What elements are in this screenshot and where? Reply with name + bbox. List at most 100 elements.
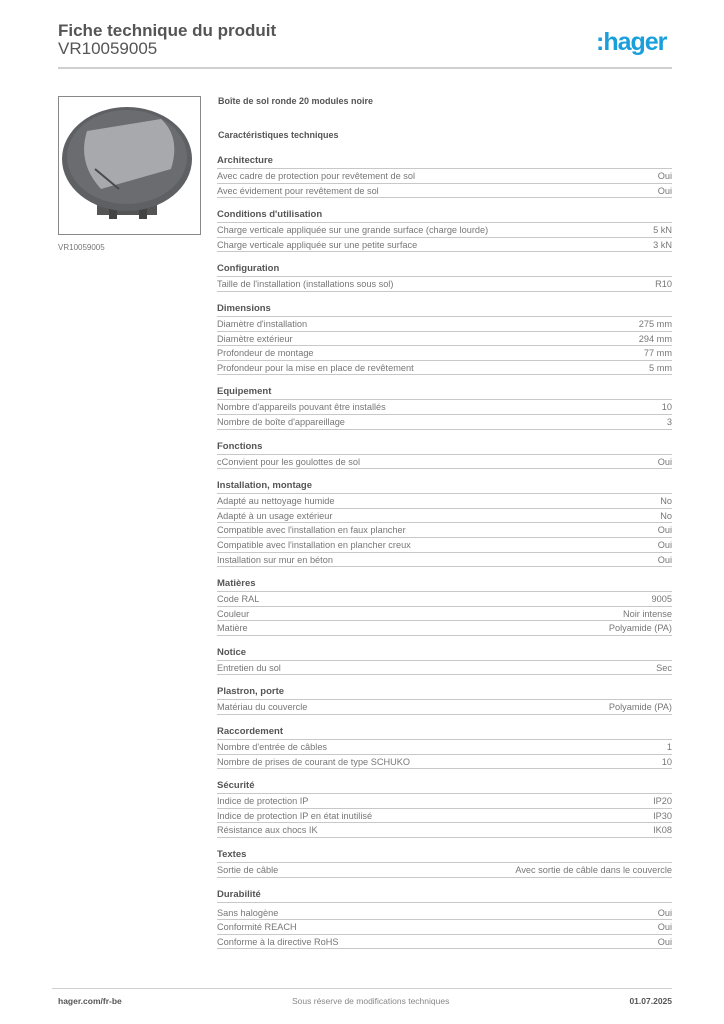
- header-divider: [58, 67, 672, 69]
- spec-label: Nombre de boîte d'appareillage: [217, 416, 345, 427]
- spec-row: Adapté au nettoyage humide No: [217, 494, 672, 509]
- spec-label: Nombre de prises de courant de type SCHU…: [217, 756, 411, 767]
- spec-value: Oui: [657, 185, 672, 196]
- spec-label: cConvient pour les goulottes de sol: [217, 456, 361, 467]
- spec-row: Charge verticale appliquée sur une grand…: [217, 223, 672, 238]
- spec-section: Architecture Avec cadre de protection pou…: [217, 154, 672, 199]
- spec-value: 10: [661, 756, 672, 767]
- spec-value: No: [660, 510, 672, 521]
- spec-label: Résistance aux chocs IK: [217, 825, 318, 836]
- section-heading: Textes: [217, 848, 672, 864]
- section-heading: Dimensions: [217, 302, 672, 317]
- spec-value: Oui: [657, 907, 672, 918]
- floor-box-illustration: [62, 107, 192, 219]
- spec-value: 3 kN: [653, 239, 672, 250]
- spec-label: Conformité REACH: [217, 922, 297, 933]
- spec-row: Diamètre extérieur 294 mm: [217, 332, 672, 347]
- spec-label: Indice de protection IP en état inutilis…: [217, 810, 373, 821]
- spec-label: Entretien du sol: [217, 662, 281, 673]
- spec-value: IK08: [653, 825, 672, 836]
- spec-row: cConvient pour les goulottes de sol Oui: [217, 455, 672, 470]
- footer-disclaimer: Sous réserve de modifications techniques: [292, 996, 450, 1006]
- spec-section: Dimensions Diamètre d'installation 275 mm D…: [217, 302, 672, 376]
- spec-label: Sans halogène: [217, 907, 279, 918]
- spec-row: Compatible avec l'installation en planch…: [217, 538, 672, 553]
- spec-row: Compatible avec l'installation en faux p…: [217, 523, 672, 538]
- spec-value: R10: [655, 279, 672, 290]
- section-heading: Raccordement: [217, 725, 672, 741]
- spec-section: Matières Code RAL 9005 Couleur Noir intense M…: [217, 577, 672, 636]
- spec-value: 9005: [651, 594, 672, 605]
- spec-value: Oui: [657, 539, 672, 550]
- spec-value: 5 mm: [649, 362, 672, 373]
- spec-row: Profondeur pour la mise en place de revê…: [217, 361, 672, 376]
- spec-label: Profondeur pour la mise en place de revê…: [217, 362, 414, 373]
- spec-row: Profondeur de montage 77 mm: [217, 346, 672, 361]
- spec-value: Oui: [657, 936, 672, 947]
- spec-value: No: [660, 496, 672, 507]
- spec-value: Oui: [657, 456, 672, 467]
- spec-value: IP30: [653, 810, 672, 821]
- section-heading: Installation, montage: [217, 479, 672, 495]
- spec-row: Résistance aux chocs IK IK08: [217, 823, 672, 839]
- section-heading: Equipement: [217, 385, 672, 401]
- spec-value: Avec sortie de câble dans le couvercle: [515, 865, 672, 876]
- spec-table: Architecture Avec cadre de protection pou…: [217, 154, 672, 959]
- section-heading: Matières: [217, 577, 672, 593]
- spec-row: Matière Polyamide (PA): [217, 621, 672, 636]
- spec-row: Couleur Noir intense: [217, 607, 672, 622]
- spec-row: Nombre d'appareils pouvant être installé…: [217, 400, 672, 415]
- spec-label: Nombre d'entrée de câbles: [217, 742, 328, 753]
- spec-label: Adapté à un usage extérieur: [217, 510, 333, 521]
- spec-row: Taille de l'installation (installations …: [217, 277, 672, 292]
- spec-row: Sortie de câble Avec sortie de câble dans…: [217, 863, 672, 878]
- spec-value: IP20: [653, 796, 672, 807]
- spec-row: Avec évidement pour revêtement de sol Oui: [217, 184, 672, 199]
- spec-row: Matériau du couvercle Polyamide (PA): [217, 700, 672, 716]
- product-image: [58, 96, 201, 235]
- spec-section: Fonctions cConvient pour les goulottes de…: [217, 440, 672, 470]
- spec-label: Diamètre extérieur: [217, 333, 293, 344]
- section-heading: Configuration: [217, 262, 672, 278]
- spec-row: Adapté à un usage extérieur No: [217, 509, 672, 524]
- hager-logo: :hager: [596, 28, 667, 56]
- spec-value: Sec: [656, 662, 672, 673]
- spec-row: Indice de protection IP en état inutilis…: [217, 809, 672, 824]
- spec-section: Conditions d'utilisation Charge verticale…: [217, 208, 672, 253]
- page-title: Fiche technique du produit: [58, 21, 277, 40]
- spec-label: Taille de l'installation (installations …: [217, 279, 394, 290]
- spec-value: Polyamide (PA): [608, 702, 672, 713]
- spec-section: Textes Sortie de câble Avec sortie de câbl…: [217, 848, 672, 878]
- spec-value: Oui: [657, 922, 672, 933]
- spec-value: Polyamide (PA): [608, 623, 672, 634]
- spec-value: 294 mm: [638, 333, 672, 344]
- spec-section: Configuration Taille de l'installation (i…: [217, 262, 672, 292]
- section-heading: Plastron, porte: [217, 685, 672, 701]
- spec-label: Compatible avec l'installation en planch…: [217, 539, 411, 550]
- spec-label: Couleur: [217, 608, 250, 619]
- spec-label: Avec évidement pour revêtement de sol: [217, 185, 379, 196]
- spec-section: Equipement Nombre d'appareils pouvant êtr…: [217, 385, 672, 430]
- spec-value: Oui: [657, 525, 672, 536]
- spec-section: Durabilité Sans halogène Oui Conformité REA…: [217, 888, 672, 950]
- spec-label: Conforme à la directive RoHS: [217, 936, 339, 947]
- section-heading: Conditions d'utilisation: [217, 208, 672, 224]
- spec-row: Sans halogène Oui: [217, 906, 672, 921]
- spec-label: Profondeur de montage: [217, 348, 314, 359]
- footer-website[interactable]: hager.com/fr-be: [58, 996, 122, 1006]
- section-heading: Durabilité: [217, 888, 672, 903]
- section-heading: Notice: [217, 646, 672, 661]
- spec-row: Indice de protection IP IP20: [217, 794, 672, 809]
- spec-label: Installation sur mur en béton: [217, 554, 333, 565]
- spec-row: Entretien du sol Sec: [217, 661, 672, 676]
- spec-section: Plastron, porte Matériau du couvercle Poly…: [217, 685, 672, 716]
- characteristics-title: Caractéristiques techniques: [218, 130, 339, 140]
- spec-row: Conforme à la directive RoHS Oui: [217, 935, 672, 950]
- spec-value: Noir intense: [622, 608, 672, 619]
- spec-row: Installation sur mur en béton Oui: [217, 553, 672, 568]
- footer-divider: [52, 988, 672, 989]
- spec-row: Charge verticale appliquée sur une petit…: [217, 238, 672, 253]
- spec-row: Conformité REACH Oui: [217, 920, 672, 935]
- spec-label: Matériau du couvercle: [217, 702, 308, 713]
- spec-label: Charge verticale appliquée sur une petit…: [217, 239, 418, 250]
